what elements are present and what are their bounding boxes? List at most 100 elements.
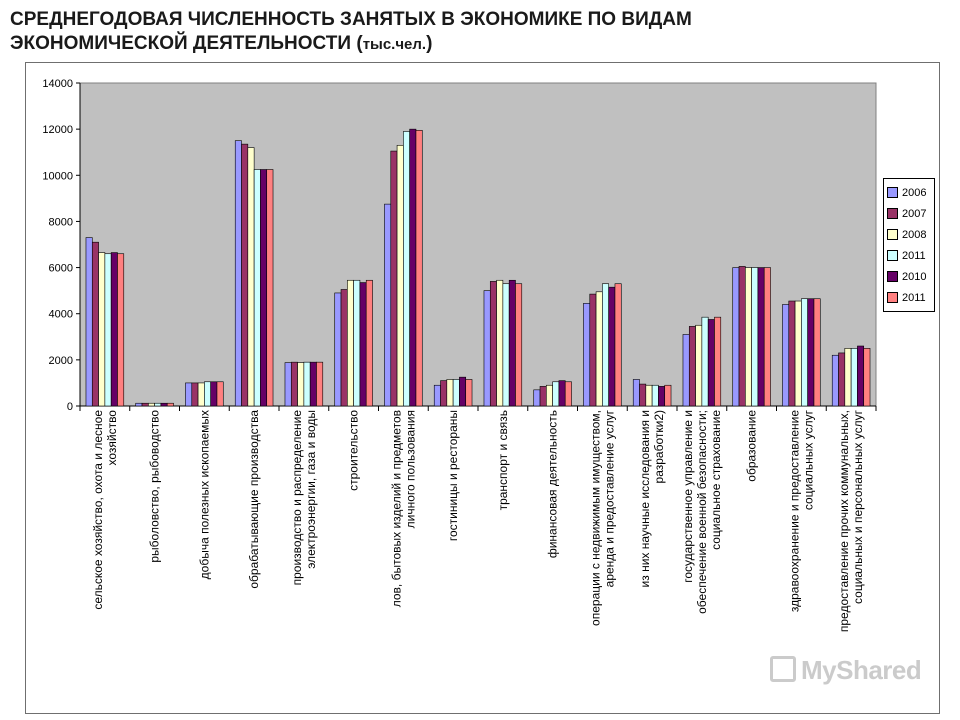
- bar: [141, 402, 149, 407]
- bar: [595, 291, 603, 407]
- bar: [241, 143, 249, 407]
- bar: [502, 283, 510, 407]
- title-line-2-text: ЭКОНОМИЧЕСКОЙ ДЕЯТЕЛЬНОСТИ (: [10, 33, 363, 54]
- bar: [440, 380, 448, 407]
- category-label: сельское хозяйство, охота и лесное: [91, 410, 105, 610]
- bar: [483, 290, 491, 407]
- bar: [807, 298, 815, 407]
- y-tick-label: 14000: [42, 78, 73, 90]
- bar: [247, 147, 255, 407]
- bar: [340, 289, 348, 407]
- bar: [695, 324, 703, 407]
- bar: [117, 253, 125, 407]
- bar: [204, 381, 211, 407]
- chart-legend: 2006 2007 2008 2011 2010 2011: [883, 178, 935, 312]
- bar: [850, 348, 858, 407]
- legend-swatch: [887, 229, 898, 240]
- bar: [110, 252, 118, 407]
- category-label: социальных и персональных услуг: [851, 409, 865, 604]
- bar: [608, 286, 616, 407]
- category-label: образование: [745, 410, 759, 482]
- category-label: обеспечение военной безопасности;: [695, 410, 709, 614]
- bar: [632, 379, 640, 407]
- bar: [154, 402, 162, 407]
- bar: [546, 384, 553, 407]
- bar: [135, 402, 143, 407]
- legend-label: 2007: [902, 207, 927, 220]
- legend-item: 2007: [887, 203, 934, 224]
- bar: [415, 129, 423, 407]
- bar: [459, 376, 467, 407]
- bar: [515, 283, 523, 407]
- legend-swatch: [887, 250, 898, 261]
- category-label: предоставление прочих коммунальных,: [837, 410, 851, 632]
- bar: [216, 381, 224, 407]
- bar: [148, 402, 155, 407]
- bar: [446, 379, 454, 407]
- bar: [794, 300, 802, 407]
- bar: [316, 361, 324, 407]
- bar: [732, 267, 740, 407]
- bar: [85, 237, 93, 407]
- bar: [260, 169, 268, 407]
- legend-swatch: [887, 187, 898, 198]
- bar: [558, 380, 566, 407]
- category-label: социальное страхование: [709, 410, 723, 550]
- bar: [745, 267, 752, 407]
- category-label: операции с недвижимым имуществом,: [588, 410, 602, 626]
- bar: [813, 298, 821, 407]
- bar: [166, 402, 174, 407]
- legend-label: 2008: [902, 228, 927, 241]
- bar: [688, 326, 696, 407]
- bar: [160, 402, 168, 407]
- bar: [682, 334, 690, 407]
- title-line-2: ЭКОНОМИЧЕСКОЙ ДЕЯТЕЛЬНОСТИ (тыс.чел.): [10, 32, 910, 57]
- bar: [390, 150, 398, 407]
- y-tick-label: 0: [67, 401, 73, 413]
- legend-label: 2011: [902, 249, 926, 262]
- bar: [583, 303, 591, 407]
- bar: [334, 292, 342, 407]
- bar: [751, 267, 759, 407]
- bar: [197, 382, 205, 407]
- bar: [602, 283, 609, 407]
- legend-label: 2006: [902, 186, 927, 199]
- chart-title: СРЕДНЕГОДОВАЯ ЧИСЛЕННОСТЬ ЗАНЯТЫХ В ЭКОН…: [10, 8, 910, 57]
- y-tick-label: 12000: [42, 124, 73, 136]
- watermark-logo-icon: [770, 656, 796, 682]
- legend-item: 2011: [887, 245, 934, 266]
- category-label: транспорт и связь: [496, 410, 510, 510]
- bar: [191, 382, 199, 407]
- category-label: электроэнергии, газа и воды: [304, 410, 318, 569]
- legend-swatch: [887, 208, 898, 219]
- bar: [589, 293, 597, 407]
- category-label: финансовая деятельность: [546, 410, 560, 558]
- category-label: лов, бытовых изделий и предметов: [389, 410, 403, 607]
- watermark: MyShared: [770, 655, 922, 686]
- bar: [664, 384, 672, 407]
- bar: [757, 267, 765, 407]
- bar: [831, 354, 839, 407]
- bar: [714, 316, 722, 407]
- y-tick-label: 4000: [49, 309, 73, 321]
- bar: [564, 381, 572, 407]
- bar: [290, 361, 298, 407]
- bar: [496, 279, 504, 407]
- legend-item: 2011: [887, 287, 934, 308]
- legend-swatch: [887, 271, 898, 282]
- category-label: хозяйство: [105, 410, 119, 466]
- bar: [104, 253, 112, 407]
- bar: [801, 298, 808, 407]
- category-label: из них научные исследования и: [638, 410, 652, 587]
- category-label: аренда и предоставление услуг: [602, 409, 616, 587]
- category-label: личного пользования: [403, 410, 417, 528]
- bar: [788, 300, 796, 407]
- category-label: государственное управление и: [681, 410, 695, 583]
- category-label: обрабатывающие производства: [247, 410, 261, 589]
- bar: [465, 379, 473, 407]
- bar: [863, 348, 871, 407]
- bar: [309, 361, 317, 407]
- bar: [284, 362, 292, 407]
- title-unit: тыс.чел.: [362, 36, 427, 53]
